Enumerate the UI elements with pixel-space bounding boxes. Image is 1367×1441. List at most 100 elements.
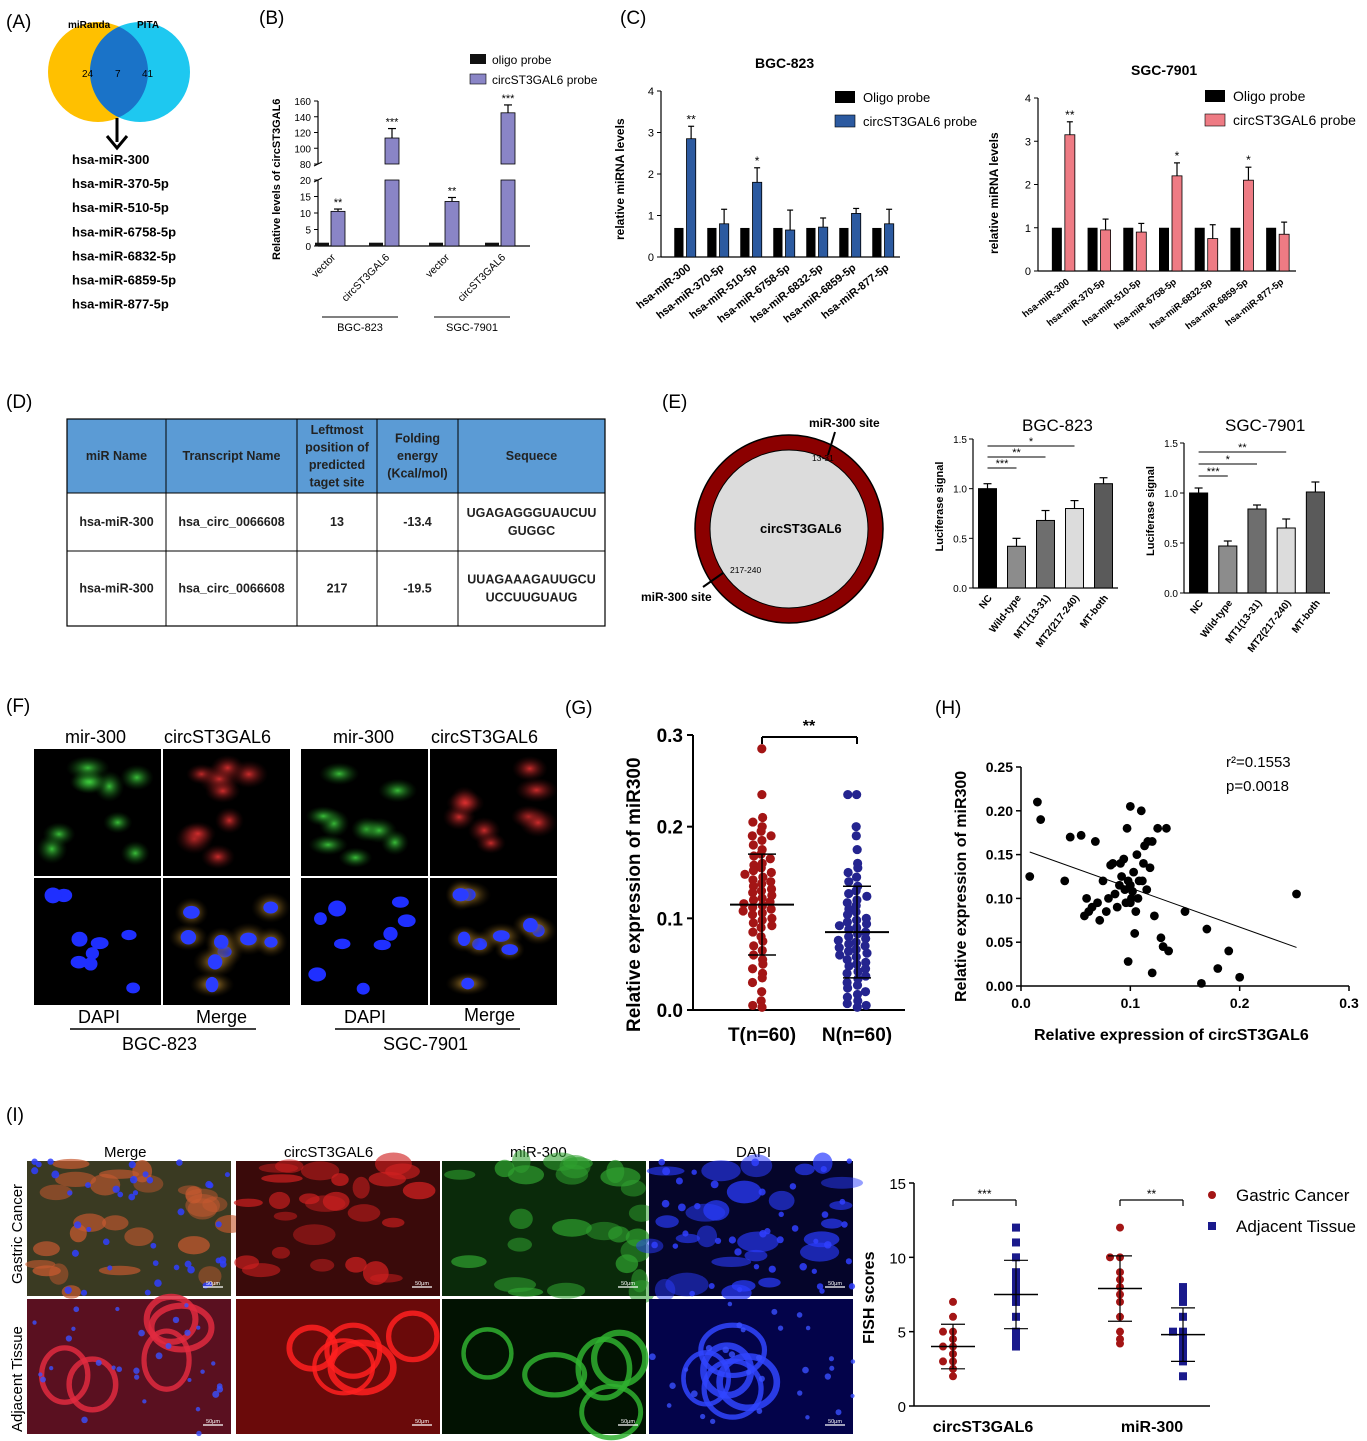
- data-point: [748, 964, 757, 973]
- data-point: [758, 813, 767, 822]
- nucleus: [769, 1266, 776, 1273]
- nucleus: [64, 1287, 71, 1294]
- legend-swatch-oligo: [1205, 90, 1225, 102]
- tissue-signal: [732, 1280, 756, 1291]
- nucleus: [846, 1258, 852, 1264]
- legend-label-probe: circST3GAL6 probe: [492, 73, 598, 87]
- x-tick-label: circST3GAL6: [339, 252, 392, 305]
- nucleus: [667, 1403, 672, 1408]
- data-point: [1179, 1298, 1187, 1306]
- mirna-list-item: hsa-miR-300: [72, 152, 149, 167]
- mirna-list-item: hsa-miR-6832-5p: [72, 248, 176, 263]
- legend-label-probe: circST3GAL6 probe: [1233, 112, 1356, 128]
- tissue-signal: [234, 1255, 259, 1269]
- x-tick-label: vector: [423, 251, 452, 280]
- nucleus: [829, 1366, 834, 1371]
- scale-bar-label: 50μm: [415, 1419, 429, 1425]
- bar: [1008, 546, 1026, 588]
- data-point: [748, 817, 757, 826]
- y-tick-label: 1.5: [1164, 439, 1178, 450]
- bar: [1219, 546, 1237, 593]
- site-label-top: miR-300 site: [809, 416, 880, 430]
- significance-label: **: [334, 197, 343, 209]
- y-tick-label: 5: [898, 1325, 906, 1342]
- nucleus: [357, 983, 370, 995]
- panel-h-label: (H): [935, 698, 961, 719]
- x-tick-label: 0.3: [1339, 995, 1359, 1011]
- data-point: [1126, 898, 1135, 907]
- x-tick-label: N(n=60): [822, 1025, 892, 1046]
- panel-a: (A) miRanda PITA 24 7 41 hsa-miR-300hsa-…: [6, 12, 190, 312]
- data-point: [835, 921, 844, 930]
- data-point: [862, 892, 871, 901]
- nucleus: [40, 1377, 46, 1383]
- y-tick-label: 0.20: [986, 803, 1013, 819]
- x-tick-label: hsa-miR-6832-5p: [1148, 277, 1215, 333]
- nucleus: [196, 1431, 201, 1436]
- nucleus: [176, 1159, 182, 1165]
- nucleus: [836, 1409, 842, 1415]
- bar-probe: [331, 211, 345, 246]
- nucleus: [824, 1241, 831, 1248]
- venn-right-count: 41: [142, 69, 154, 80]
- significance-label: ***: [502, 93, 516, 105]
- nucleus: [187, 1378, 191, 1382]
- nucleus: [128, 1194, 135, 1201]
- chart-g: 0.30.20.10.0T(n=60) N(n=60)**: [657, 718, 905, 1046]
- nucleus: [67, 1190, 72, 1195]
- data-point: [1148, 837, 1157, 846]
- bar-probe: [1065, 135, 1075, 271]
- nucleus: [156, 1352, 163, 1359]
- site1-position: 13-31: [812, 453, 834, 463]
- mirna-list-item: hsa-miR-510-5p: [72, 200, 169, 215]
- data-point: [843, 983, 852, 992]
- data-point: [1012, 1343, 1020, 1351]
- cell-signal: [519, 808, 557, 837]
- nucleus: [117, 1192, 123, 1198]
- group-label: SGC-7901: [446, 322, 498, 334]
- data-point: [939, 1328, 947, 1336]
- f-col-label-2: circST3GAL6: [164, 727, 271, 747]
- f-cell-line-1: BGC-823: [122, 1034, 197, 1054]
- nucleus: [678, 1204, 686, 1212]
- bar-oligo: [872, 228, 881, 257]
- y-tick-label: 2: [1025, 180, 1031, 192]
- bar-oligo: [315, 243, 329, 246]
- y-tick-label: 0.2: [657, 818, 683, 839]
- bar: [1248, 509, 1266, 593]
- tissue-signal: [711, 1257, 751, 1267]
- bar-oligo: [1266, 228, 1276, 271]
- data-point: [853, 845, 862, 854]
- c-left-title: BGC-823: [755, 55, 814, 71]
- data-point: [861, 987, 870, 996]
- data-point: [748, 1001, 757, 1010]
- tissue-signal: [124, 1227, 153, 1246]
- bar-probe: [1101, 230, 1111, 271]
- x-tick-label: NC: [1188, 598, 1206, 616]
- nucleus: [86, 1227, 91, 1232]
- chart-b: 1601401201008020151050**vector***circST3…: [294, 93, 530, 334]
- legend-swatch-probe: [835, 115, 855, 127]
- scale-bar-label: 50μm: [206, 1281, 220, 1287]
- panel-f: (F) mir-300 circST3GAL6 mir-300 circST3G…: [6, 696, 558, 1054]
- y-tick-label: 140: [294, 113, 311, 124]
- data-point: [739, 906, 748, 915]
- data-point: [1116, 1340, 1124, 1348]
- nucleus: [682, 1230, 688, 1236]
- data-point: [1025, 872, 1034, 881]
- cell-signal: [381, 830, 409, 856]
- sequence-table: miR Name Transcript NameLeftmost position …: [67, 419, 605, 626]
- significance-label: ***: [996, 458, 1010, 470]
- data-point: [749, 840, 758, 849]
- y-axis-label: relative miRNA levels: [613, 118, 627, 240]
- nucleus: [74, 1221, 81, 1228]
- tissue-signal: [744, 1250, 767, 1261]
- data-point: [1197, 979, 1206, 988]
- data-point: [853, 863, 862, 872]
- x-tick-label: NC: [977, 593, 995, 611]
- nucleus: [153, 1260, 159, 1266]
- nucleus: [51, 1171, 59, 1179]
- nucleus: [709, 1283, 715, 1289]
- tissue-signal: [444, 1170, 475, 1180]
- data-point: [842, 969, 851, 978]
